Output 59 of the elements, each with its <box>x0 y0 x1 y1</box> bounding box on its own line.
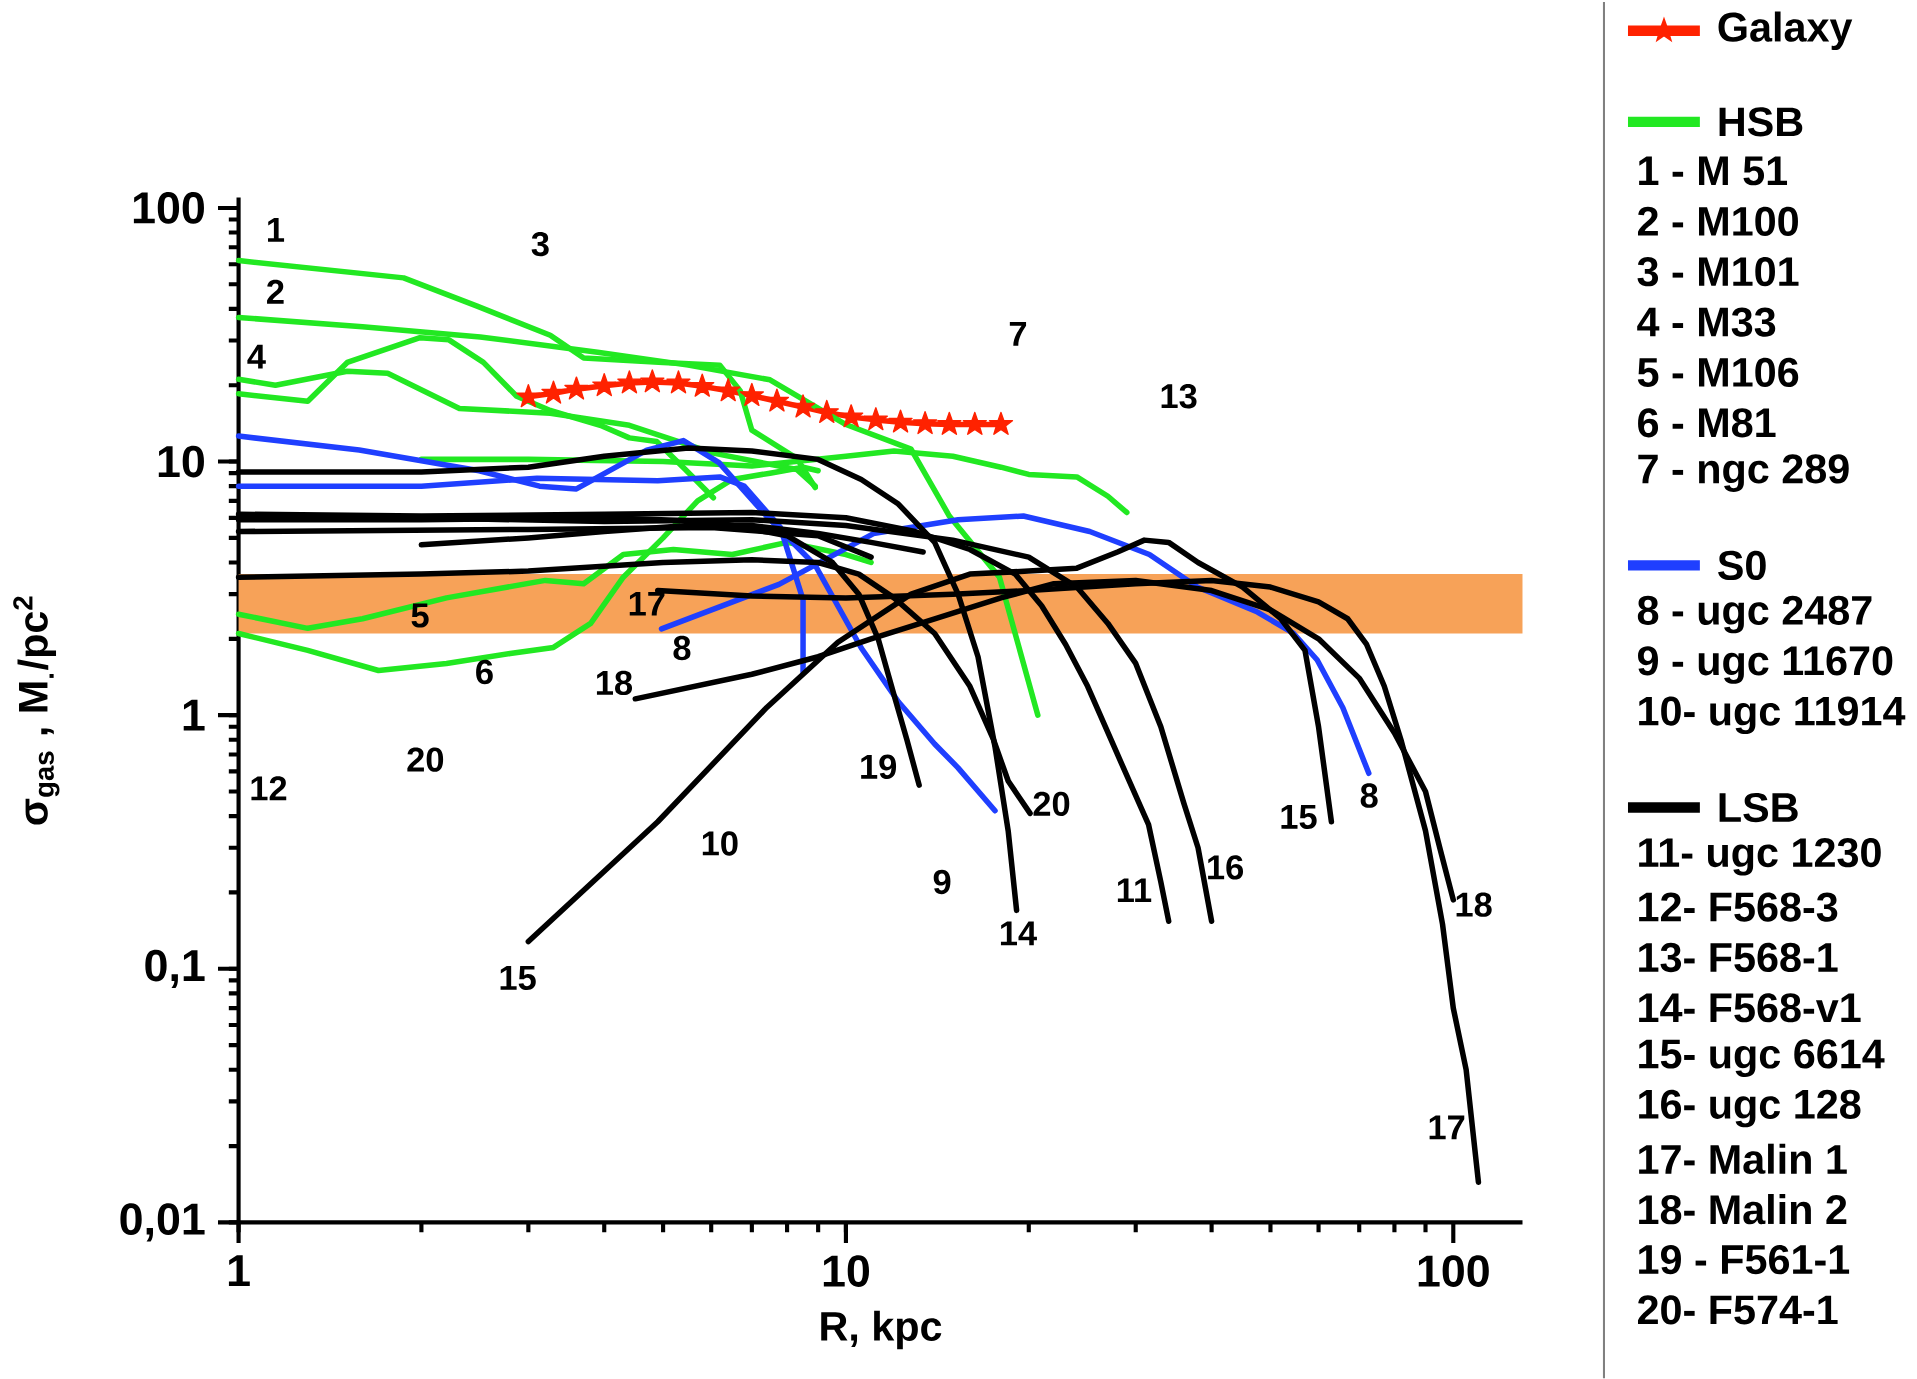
text: 4 - M33 <box>1637 307 1776 337</box>
annotation: 17 <box>629 591 665 616</box>
text: 8 - ugc 2487 <box>1637 595 1872 634</box>
text: 7 - ngc 289 <box>1638 454 1849 492</box>
text: 12- F568-3 <box>1639 892 1838 922</box>
x-tick-label: 1 <box>228 1255 250 1286</box>
annotation: 15 <box>1281 804 1317 829</box>
y-tick-label: 10 <box>158 445 204 478</box>
text: 11- ugc 1230 <box>1639 837 1881 876</box>
legend-label: LSB <box>1719 792 1798 823</box>
y-tick-label: 0,1 <box>145 949 205 988</box>
annotation: 20 <box>407 747 444 772</box>
annotation: 14 <box>1000 921 1037 946</box>
annotation: 13 <box>1161 383 1197 409</box>
x-tick-label: 100 <box>1418 1255 1489 1287</box>
text: 2 - M100 <box>1638 206 1798 236</box>
annotation: 9 <box>933 869 951 895</box>
x-tick-label: 10 <box>823 1255 870 1287</box>
text: 1 - M 51 <box>1639 156 1788 186</box>
text: 10- ugc 11914 <box>1639 696 1906 734</box>
annotation: 18 <box>596 670 633 696</box>
text: 17- Malin 1 <box>1639 1143 1847 1174</box>
x-axis-title: R, kpc <box>821 1310 942 1350</box>
annotation: 20 <box>1033 791 1070 816</box>
annotation: 2 <box>267 279 284 304</box>
y-tick-label: 1 <box>183 699 205 731</box>
annotation: 7 <box>1009 321 1027 346</box>
annotation: 6 <box>476 659 493 685</box>
text: 18- Malin 2 <box>1639 1193 1847 1225</box>
annotation: 17 <box>1429 1115 1465 1140</box>
text: 16- ugc 128 <box>1639 1089 1861 1128</box>
annotation: 1 <box>268 217 285 242</box>
annotation: 16 <box>1208 855 1244 880</box>
annotation: 11 <box>1117 878 1152 903</box>
annotation: 5 <box>411 603 429 628</box>
text: 3 - M101 <box>1637 256 1799 287</box>
annotation: 3 <box>531 231 549 257</box>
text: 15- ugc 6614 <box>1639 1039 1885 1077</box>
y-tick-label: 0,01 <box>120 1203 205 1242</box>
text: 6 - M81 <box>1638 408 1776 438</box>
text: 5 - M106 <box>1637 357 1799 387</box>
legend-label: HSB <box>1719 107 1803 137</box>
text: 19 - F561-1 <box>1639 1244 1850 1275</box>
text: 14- F568-v1 <box>1639 993 1861 1023</box>
annotation: 4 <box>247 344 266 369</box>
annotation: 8 <box>673 635 691 661</box>
y-axis-title: σ$_{gas}$ , M$_{.}$/pc$^{2}$ <box>13 596 60 825</box>
text: 13- F568-1 <box>1639 942 1838 973</box>
annotation: 15 <box>500 965 536 990</box>
annotation: 8 <box>1360 783 1378 808</box>
text: 9 - ugc 11670 <box>1638 646 1893 684</box>
legend-label: Galaxy <box>1718 11 1853 50</box>
annotation: 12 <box>251 776 287 801</box>
annotation: 19 <box>861 754 897 779</box>
text: 20- F574-1 <box>1638 1295 1838 1325</box>
legend-label: S0 <box>1718 550 1766 580</box>
annotation: 10 <box>702 831 738 856</box>
y-tick-label: 100 <box>133 191 204 224</box>
annotation: 18 <box>1456 892 1492 917</box>
